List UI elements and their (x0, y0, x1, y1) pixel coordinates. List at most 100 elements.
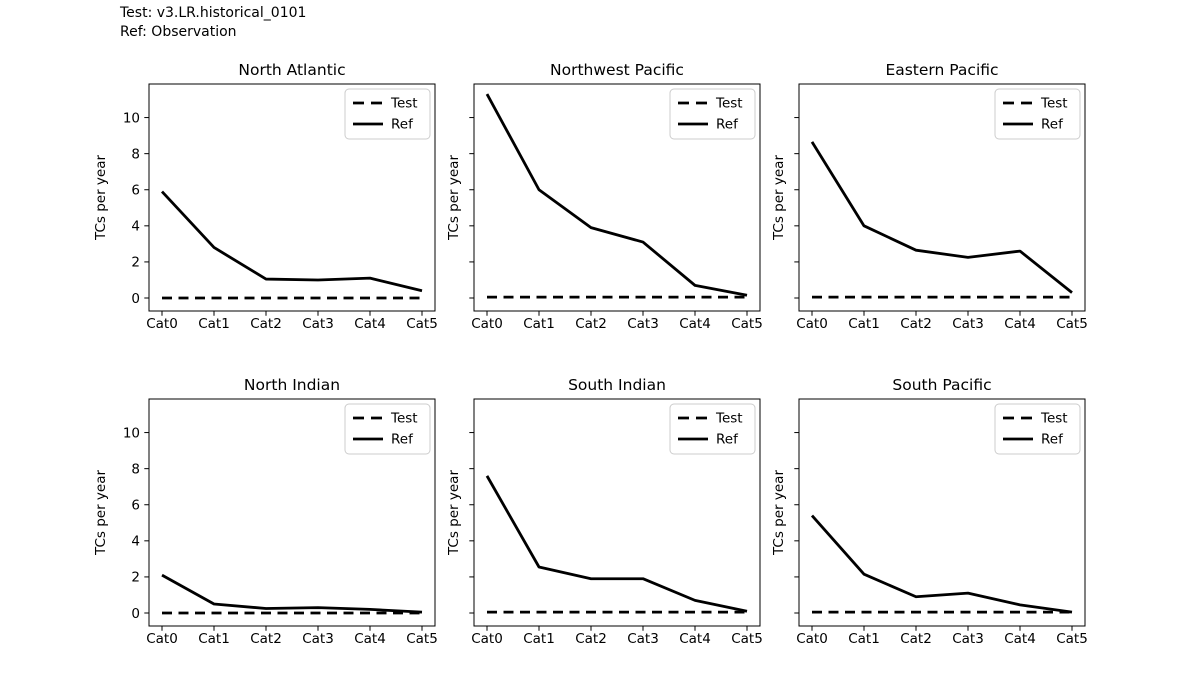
x-tick-label: Cat3 (302, 631, 334, 647)
y-tick-label: 6 (131, 498, 140, 514)
figure-header: Test: v3.LR.historical_0101 Ref: Observa… (120, 4, 306, 41)
header-test-line: Test: v3.LR.historical_0101 (120, 5, 307, 21)
chart-svg-northwest-pacific: Northwest Pacific TCs per year Cat0 Cat1 Cat… (446, 61, 763, 332)
plot-title: South Indian (568, 376, 666, 394)
legend-box (344, 403, 431, 455)
legend-label-test: Test (390, 96, 418, 112)
plot-title: Northwest Pacific (550, 61, 684, 79)
subplot-north-atlantic: North Atlantic TCs per year 0 2 4 6 8 10 Cat0 Cat… (88, 56, 440, 346)
x-tick-label: Cat1 (848, 631, 880, 647)
legend-box (669, 88, 756, 140)
x-tick-label: Cat2 (575, 316, 607, 332)
ref-line (485, 93, 748, 297)
legend-label-ref: Ref (391, 432, 414, 448)
axes-frame (798, 83, 1086, 312)
y-tick-label: 0 (131, 606, 140, 622)
y-tick-label: 6 (131, 183, 140, 199)
subplot-south-pacific: South Pacific TCs per year Cat0 Cat1 Cat2 Cat… (738, 371, 1090, 661)
x-tick-label: Cat5 (406, 631, 438, 647)
x-tick-label: Cat1 (198, 631, 230, 647)
legend: Test Ref (994, 403, 1081, 455)
x-tick-label: Cat4 (354, 631, 386, 647)
y-tick-label: 8 (131, 146, 140, 162)
x-tick-label: Cat3 (952, 316, 984, 332)
y-axis-label: TCs per year (771, 470, 787, 556)
x-tick-label: Cat4 (1004, 631, 1036, 647)
ref-line (161, 573, 423, 614)
x-tick-label: Cat4 (679, 316, 711, 332)
legend-label-test: Test (1040, 96, 1068, 112)
y-axis-label: TCs per year (446, 155, 462, 241)
y-tick-label: 0 (131, 291, 140, 307)
y-tick-label: 10 (123, 425, 140, 441)
x-tick-label: Cat2 (900, 631, 932, 647)
legend-label-test: Test (715, 411, 743, 427)
ref-line (160, 190, 423, 293)
y-axis-label: TCs per year (446, 470, 462, 556)
x-tick-label: Cat2 (250, 316, 282, 332)
x-tick-label: Cat3 (302, 316, 334, 332)
legend: Test Ref (669, 403, 756, 455)
legend-label-ref: Ref (1041, 117, 1064, 133)
y-tick-label: 4 (131, 219, 140, 235)
axes-frame (473, 83, 761, 312)
subplot-north-indian: North Indian TCs per year 0 2 4 6 8 10 Cat0 Cat1 C… (88, 371, 440, 661)
legend-label-test: Test (390, 411, 418, 427)
ref-line (810, 514, 1073, 614)
y-axis-label: TCs per year (93, 470, 109, 556)
x-tick-label: Cat1 (523, 631, 555, 647)
legend-label-test: Test (715, 96, 743, 112)
y-tick-label: 2 (131, 255, 140, 271)
axes-frame (148, 83, 436, 312)
axes-frame (473, 398, 761, 627)
x-tick-label: Cat0 (146, 316, 178, 332)
y-tick-label: 2 (131, 570, 140, 586)
legend-box (344, 88, 431, 140)
x-tick-label: Cat5 (731, 316, 763, 332)
x-tick-label: Cat0 (471, 316, 503, 332)
chart-svg-north-indian: North Indian TCs per year 0 2 4 6 8 10 Cat0 Cat1 C… (93, 376, 438, 647)
chart-svg-north-atlantic: North Atlantic TCs per year 0 2 4 6 8 10 Cat0 Cat… (93, 61, 438, 332)
x-tick-label: Cat5 (1056, 631, 1088, 647)
chart-svg-south-pacific: South Pacific TCs per year Cat0 Cat1 Cat2 Cat… (771, 376, 1088, 647)
x-tick-label: Cat3 (627, 631, 659, 647)
x-tick-label: Cat1 (523, 316, 555, 332)
x-tick-label: Cat4 (1004, 316, 1036, 332)
legend-box (669, 403, 756, 455)
y-tick-label: 4 (131, 534, 140, 550)
x-tick-label: Cat5 (406, 316, 438, 332)
y-tick-label: 10 (123, 110, 140, 126)
subplot-northwest-pacific: Northwest Pacific TCs per year Cat0 Cat1 Cat… (413, 56, 765, 346)
x-tick-label: Cat2 (575, 631, 607, 647)
legend-label-test: Test (1040, 411, 1068, 427)
plot-title: North Atlantic (238, 61, 345, 79)
plot-title: South Pacific (892, 376, 991, 394)
x-tick-label: Cat2 (900, 316, 932, 332)
subplot-south-indian: South Indian TCs per year Cat0 Cat1 Cat2 Cat3… (413, 371, 765, 661)
header-ref-line: Ref: Observation (120, 23, 237, 40)
plot-title: Eastern Pacific (885, 61, 998, 79)
y-tick-label: 8 (131, 461, 140, 477)
x-tick-label: Cat5 (1056, 316, 1088, 332)
legend: Test Ref (344, 88, 431, 140)
x-tick-label: Cat4 (354, 316, 386, 332)
legend-box (994, 88, 1081, 140)
x-tick-label: Cat0 (146, 631, 178, 647)
legend-label-ref: Ref (716, 432, 739, 448)
x-tick-label: Cat0 (796, 631, 828, 647)
legend-box (994, 403, 1081, 455)
x-tick-label: Cat3 (952, 631, 984, 647)
x-tick-label: Cat0 (471, 631, 503, 647)
x-tick-label: Cat5 (731, 631, 763, 647)
chart-svg-south-indian: South Indian TCs per year Cat0 Cat1 Cat2 Cat3… (446, 376, 763, 647)
legend-label-ref: Ref (391, 117, 414, 133)
y-axis-label: TCs per year (93, 155, 109, 241)
x-tick-label: Cat1 (848, 316, 880, 332)
legend: Test Ref (669, 88, 756, 140)
ref-line (810, 141, 1073, 294)
legend: Test Ref (344, 403, 431, 455)
x-tick-label: Cat1 (198, 316, 230, 332)
chart-svg-eastern-pacific: Eastern Pacific TCs per year Cat0 Cat1 Cat2 C… (771, 61, 1088, 332)
subplot-eastern-pacific: Eastern Pacific TCs per year Cat0 Cat1 Cat2 C… (738, 56, 1090, 346)
